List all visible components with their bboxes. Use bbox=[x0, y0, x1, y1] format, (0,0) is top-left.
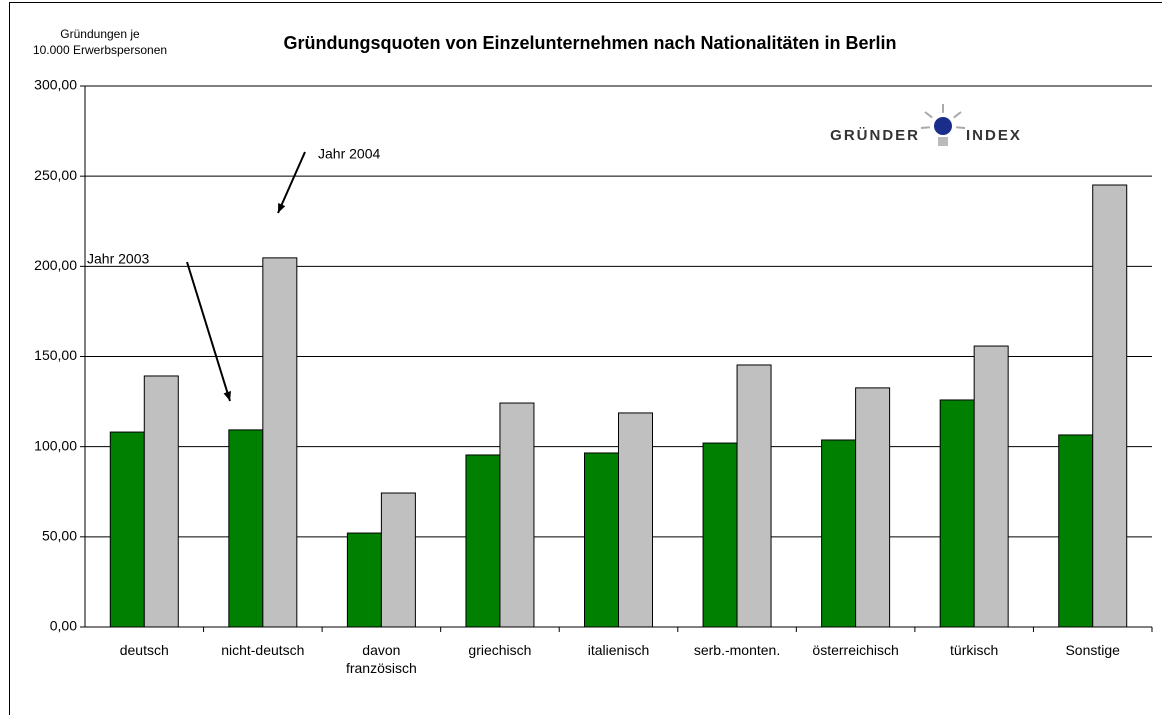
x-tick-label: italienisch bbox=[587, 642, 650, 658]
chart-title: Gründungsquoten von Einzelunternehmen na… bbox=[283, 33, 896, 53]
bar bbox=[939, 399, 975, 628]
logo-icon bbox=[938, 137, 948, 146]
y-tick-label: 150,00 bbox=[34, 347, 77, 363]
x-tick-label: Sonstige bbox=[1065, 642, 1120, 658]
y-tick-label: 0,00 bbox=[50, 618, 77, 634]
y-tick-label: 200,00 bbox=[34, 257, 77, 273]
bar bbox=[380, 492, 416, 628]
bar bbox=[143, 375, 179, 628]
y-axis-label: Gründungen je 10.000 Erwerbspersonen bbox=[32, 27, 168, 57]
bar bbox=[821, 439, 857, 628]
logo-ray bbox=[920, 126, 930, 129]
x-tick-label: griechisch bbox=[468, 642, 532, 658]
frame bbox=[9, 2, 1162, 715]
x-tick-label: nicht-deutsch bbox=[221, 642, 305, 658]
y-tick-label: 250,00 bbox=[34, 167, 77, 183]
logo-text: GRÜNDER bbox=[830, 127, 920, 144]
x-tick-label: davon französisch bbox=[345, 642, 417, 676]
arrow-head bbox=[278, 203, 286, 213]
logo-ray bbox=[953, 111, 962, 119]
y-tick-label: 50,00 bbox=[42, 528, 77, 544]
bar bbox=[228, 429, 264, 628]
annotation: Jahr 2004 bbox=[318, 146, 380, 162]
bar bbox=[1092, 184, 1128, 628]
arrow bbox=[277, 151, 306, 214]
bar bbox=[973, 345, 1009, 628]
bar bbox=[499, 402, 535, 628]
bar bbox=[1058, 434, 1094, 628]
arrow-head bbox=[223, 391, 231, 401]
bar bbox=[109, 431, 145, 628]
annotation: Jahr 2003 bbox=[87, 251, 149, 267]
x-tick-label: serb.-monten. bbox=[693, 642, 781, 658]
bar bbox=[702, 442, 738, 628]
logo-ray bbox=[924, 111, 933, 119]
logo-icon bbox=[934, 117, 952, 135]
y-tick-label: 100,00 bbox=[34, 437, 77, 453]
x-tick-label: österreichisch bbox=[812, 642, 899, 658]
bar bbox=[262, 257, 298, 628]
bar bbox=[584, 452, 619, 628]
bar bbox=[618, 412, 653, 628]
y-tick-label: 300,00 bbox=[34, 77, 77, 93]
x-tick-label: türkisch bbox=[950, 642, 999, 658]
bar bbox=[346, 532, 382, 628]
logo-text: INDEX bbox=[966, 127, 1022, 144]
bar bbox=[855, 387, 891, 628]
bar bbox=[465, 454, 501, 628]
bar bbox=[736, 364, 772, 628]
arrow bbox=[186, 261, 231, 402]
logo-ray bbox=[956, 126, 966, 129]
x-tick-label: deutsch bbox=[119, 642, 169, 658]
